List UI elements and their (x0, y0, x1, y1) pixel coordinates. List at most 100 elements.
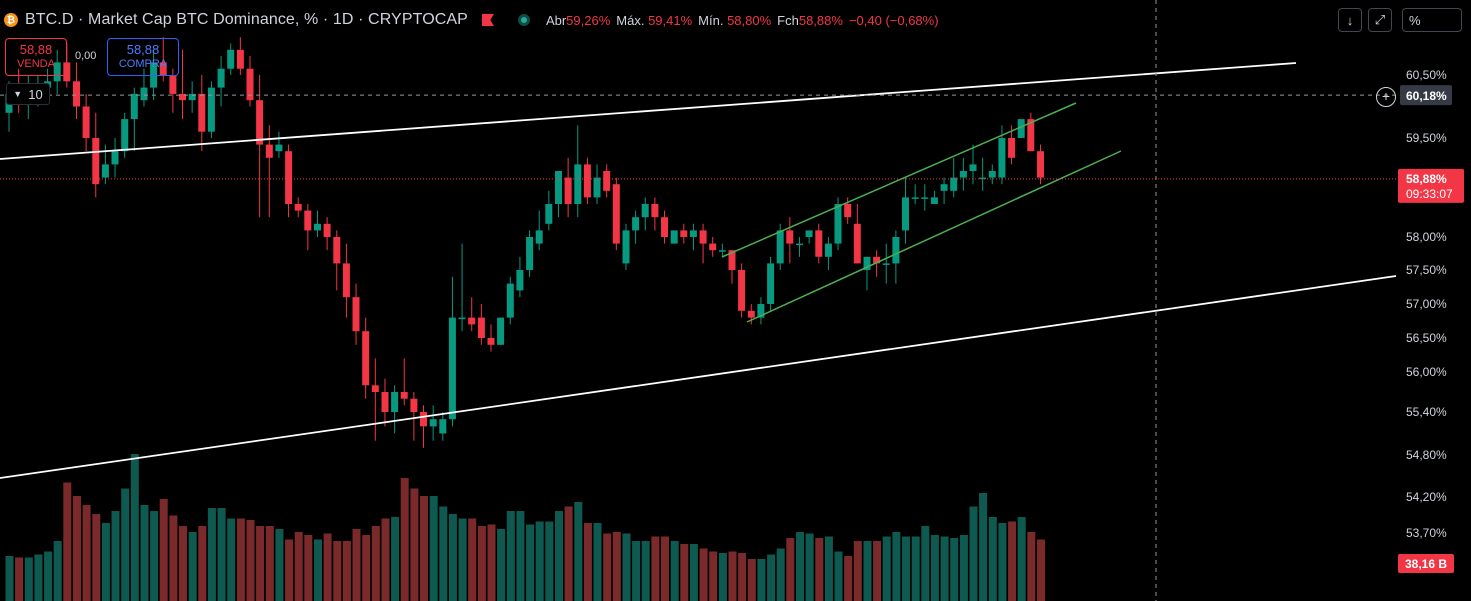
volume-bar (564, 506, 573, 601)
volume-bar (1027, 532, 1036, 601)
y-tick-label: 54,20% (1406, 490, 1447, 504)
candle-body (92, 138, 100, 185)
volume-bar (391, 517, 400, 601)
candle-body (988, 171, 996, 178)
volume-bar (256, 526, 265, 601)
volume-bar (805, 533, 814, 601)
ohlc-change: −0,40 (−0,68%) (848, 12, 939, 28)
candle-body (506, 283, 514, 318)
candle-body (632, 217, 640, 231)
candle-body (709, 243, 717, 251)
y-tick-label: 55,40% (1406, 405, 1447, 419)
ohlc-high: Máx. 59,41% (616, 12, 693, 28)
candle-body (130, 93, 138, 120)
volume-bar (15, 557, 24, 601)
ohlc-values: Abr59,26% Máx. 59,41% Mín. 58,80% Fch58,… (546, 13, 939, 28)
volume-bar (612, 532, 621, 601)
volume-bar (24, 557, 33, 601)
chevron-down-icon: ▼ (13, 89, 23, 99)
candle-body (786, 230, 794, 244)
volume-bar (458, 518, 467, 601)
candle-body (1027, 119, 1035, 152)
sell-button[interactable]: 58,88 VENDA (5, 38, 67, 76)
volume-bar (73, 496, 81, 601)
candle-body (169, 75, 177, 94)
candle-body (448, 317, 456, 420)
volume-bar (506, 511, 515, 601)
upper-trendline (0, 62, 1297, 160)
percent-scale-button[interactable]: % (1402, 8, 1462, 32)
down-arrow-button[interactable]: ↓ (1338, 8, 1362, 32)
volume-bar (689, 544, 698, 601)
volume-bar (603, 533, 612, 601)
quantity-selector[interactable]: ▼ 10 (6, 83, 50, 105)
candle-body (468, 317, 476, 325)
candle-body (574, 164, 582, 204)
y-tick-label: 57,00% (1406, 297, 1447, 311)
countdown-label: 09:33:07 (1406, 187, 1453, 201)
candle-body (371, 385, 379, 392)
volume-bar (738, 553, 747, 601)
candle-body (641, 204, 649, 218)
down-arrow-icon: ↓ (1346, 12, 1354, 28)
y-tick-label: 56,50% (1406, 331, 1447, 345)
volume-bar (63, 482, 72, 601)
candle-body (940, 184, 948, 191)
candle-body (487, 338, 495, 345)
buy-button[interactable]: 58,88 COMPRA (107, 38, 179, 76)
volume-bar (217, 508, 226, 601)
candle-body (805, 230, 813, 237)
symbol-title[interactable]: BTC.D · Market Cap BTC Dominance, % · 1D… (25, 11, 468, 28)
candle-body (410, 398, 418, 412)
volume-bar (362, 535, 371, 601)
candle-body (294, 204, 302, 211)
candle-body (391, 392, 399, 412)
candle-body (882, 263, 890, 265)
volume-bar (902, 536, 910, 601)
screenshot-button[interactable]: ⤢ (1368, 8, 1392, 32)
volume-bar (574, 502, 583, 601)
candle-body (545, 204, 553, 224)
volume-bar (34, 554, 43, 601)
candle-body (728, 250, 736, 270)
candle-body (159, 62, 167, 75)
price-axis: 60,50% 59,50% 58,00% 57,50% 57,00% 56,50% 56,0… (1398, 68, 1464, 573)
crosshair-price-box (1400, 85, 1452, 106)
ohlc-close: Fch58,88% (777, 12, 843, 28)
candle-body (969, 164, 977, 171)
candle-body (776, 230, 784, 264)
candle-body (439, 419, 447, 434)
market-status-icon (517, 14, 530, 26)
candle-body (680, 230, 688, 237)
volume-bar (728, 551, 737, 601)
candle-body (516, 270, 524, 291)
candle-body (304, 210, 312, 231)
screenshot-icon: ⤢ (1374, 12, 1386, 27)
candle-body (863, 256, 871, 270)
candle-body (429, 419, 437, 427)
candle-body (342, 263, 350, 298)
volume-bar (227, 518, 236, 601)
flag-icon[interactable] (481, 14, 494, 26)
y-tick-label: 54,80% (1406, 448, 1447, 462)
volume-bar (959, 535, 968, 601)
volume-bar (786, 538, 795, 601)
sell-price: 58,88 (19, 42, 53, 57)
volume-bar (680, 544, 689, 601)
volume-bar (873, 541, 882, 601)
volume-bar (371, 526, 380, 601)
crosshair-price-label: 60,18% (1406, 89, 1447, 103)
add-alert-icon[interactable]: + (1376, 87, 1396, 107)
volume-bar (882, 536, 891, 601)
volume-bar (188, 532, 197, 601)
candle-body (1008, 138, 1016, 158)
volume-bar (236, 518, 245, 601)
volume-bar (207, 508, 216, 601)
volume-bar (439, 506, 448, 601)
candle-body (285, 151, 293, 204)
candle-body (82, 106, 90, 138)
volume-bar (632, 541, 641, 601)
volume-bar (179, 526, 187, 601)
volume-bar (583, 523, 592, 601)
